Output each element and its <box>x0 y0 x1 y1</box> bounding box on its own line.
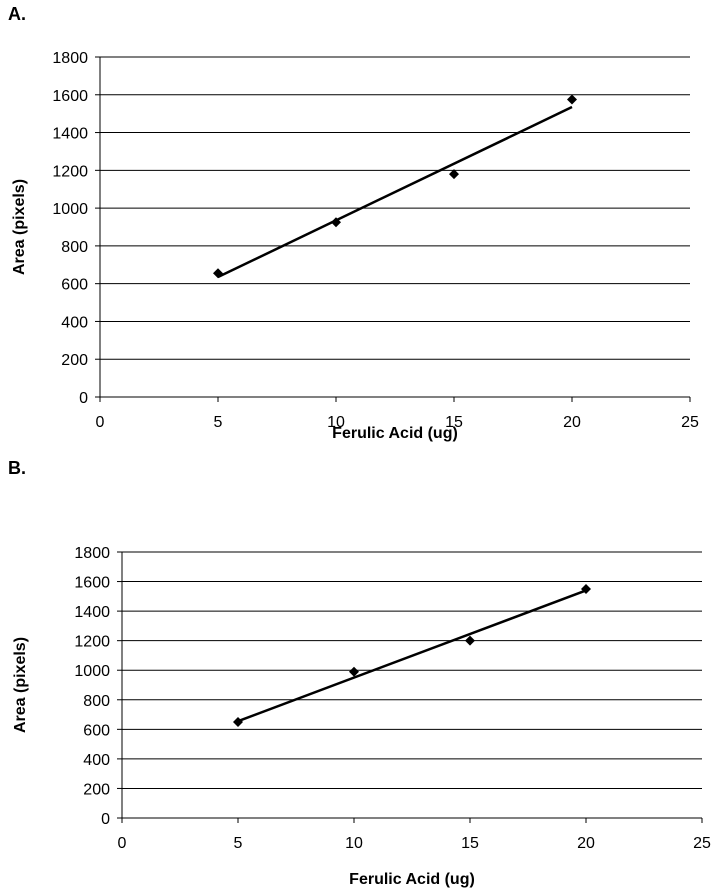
data-point <box>331 217 341 228</box>
x-tick-label: 15 <box>445 414 463 431</box>
data-point <box>567 94 577 105</box>
panel-b-label: B. <box>8 458 26 478</box>
y-tick-label: 1200 <box>74 634 110 651</box>
trendline <box>237 589 587 723</box>
data-point <box>233 716 243 727</box>
y-tick-label: 600 <box>61 277 88 294</box>
y-tick-label: 200 <box>83 781 110 798</box>
y-axis-title: Area (pixels) <box>12 637 29 733</box>
x-tick-label: 0 <box>96 414 105 431</box>
data-point <box>349 666 359 677</box>
y-tick-label: 1600 <box>52 88 88 105</box>
y-tick-label: 0 <box>79 390 88 407</box>
x-tick-label: 20 <box>563 414 581 431</box>
chart-a: 0 200 400 600 800 1000 1200 1400 1600 1800 0 5 10 15 2… <box>11 50 699 442</box>
y-tick-label: 600 <box>83 722 110 739</box>
y-tick-label: 1000 <box>74 663 110 680</box>
x-tick-label: 0 <box>118 835 127 852</box>
x-tick-label: 15 <box>461 835 479 852</box>
x-tick-label: 5 <box>214 414 223 431</box>
x-tick-label: 10 <box>345 835 363 852</box>
data-point <box>465 635 475 646</box>
y-axis-title: Area (pixels) <box>11 179 28 275</box>
x-tick-label: 25 <box>681 414 699 431</box>
x-tick-label: 10 <box>327 414 345 431</box>
panel-a-label: A. <box>8 4 26 24</box>
y-tick-label: 1200 <box>52 163 88 180</box>
y-tick-label: 1800 <box>74 545 110 562</box>
y-tick-label: 400 <box>83 752 110 769</box>
x-tick-label: 5 <box>234 835 243 852</box>
data-point <box>213 268 223 279</box>
data-point <box>581 583 591 594</box>
y-tick-label: 1800 <box>52 50 88 67</box>
x-axis-title: Ferulic Acid (ug) <box>349 871 475 888</box>
y-tick-label: 1400 <box>52 126 88 143</box>
y-tick-label: 1000 <box>52 201 88 218</box>
y-tick-label: 400 <box>61 314 88 331</box>
trendline <box>217 105 573 279</box>
x-axis-title: Ferulic Acid (ug) <box>332 425 458 442</box>
y-tick-label: 1600 <box>74 575 110 592</box>
y-tick-label: 200 <box>61 352 88 369</box>
y-tick-label: 800 <box>83 693 110 710</box>
x-tick-label: 25 <box>693 835 711 852</box>
chart-b: 0 200 400 600 800 1000 1200 1400 1600 1800 0 5 10 15 2… <box>12 545 711 888</box>
y-tick-label: 1400 <box>74 604 110 621</box>
y-tick-label: 0 <box>101 811 110 828</box>
x-tick-label: 20 <box>577 835 595 852</box>
y-tick-label: 800 <box>61 239 88 256</box>
data-point <box>449 169 459 180</box>
